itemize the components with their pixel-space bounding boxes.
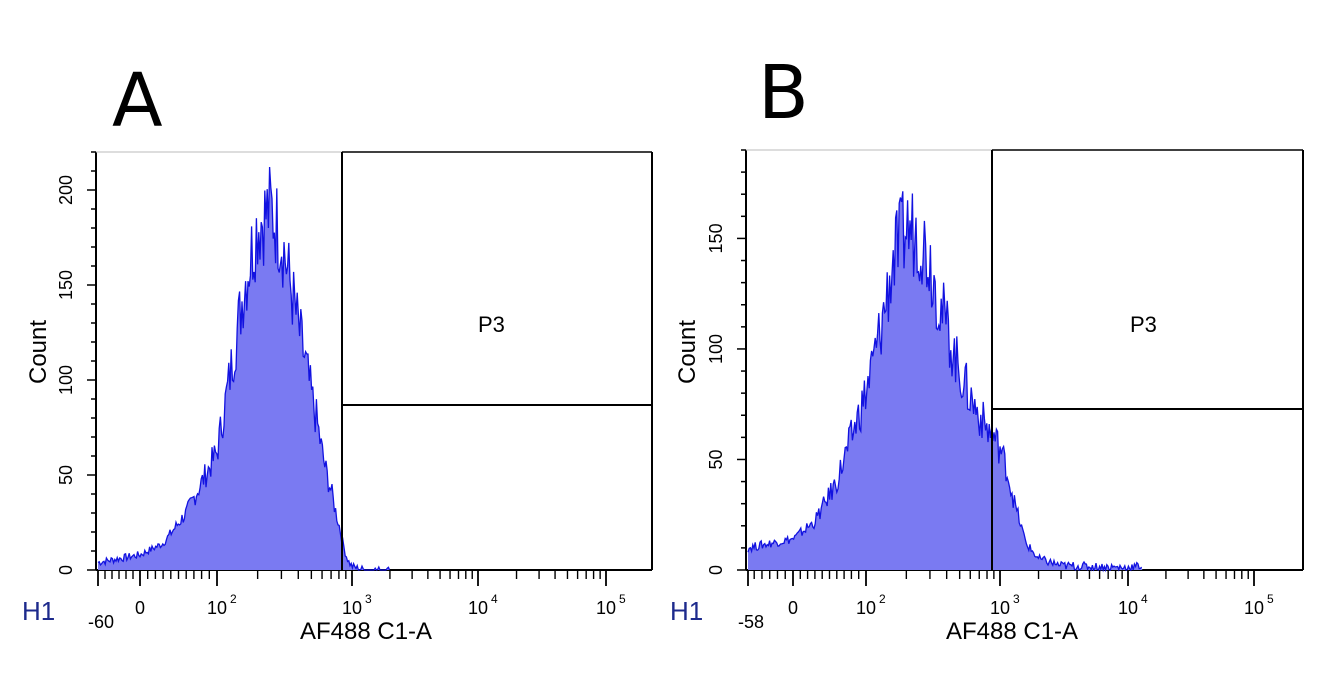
histogram-label-b: H1 (670, 596, 703, 626)
panel-letter-a: A (112, 58, 163, 144)
panel-letter-b: B (758, 50, 809, 136)
x-tick-label: 10 (342, 598, 362, 618)
x-tick-exponent: 3 (365, 592, 372, 606)
histogram-label-a: H1 (22, 596, 55, 626)
x-tick-label: 0 (788, 598, 798, 618)
x-tick-label: 0 (135, 598, 145, 618)
x-tick-label: 10 (856, 598, 876, 618)
x-tick-label: -60 (88, 612, 114, 632)
x-tick-exponent: 4 (1141, 592, 1148, 606)
y-tick-label: 0 (56, 565, 76, 575)
x-tick-label: 10 (596, 598, 616, 618)
histogram-area (748, 191, 1143, 571)
x-axis-title-b: AF488 C1-A (946, 618, 1078, 645)
y-axis-title-a: Count (25, 320, 52, 384)
y-tick-label: 50 (706, 449, 726, 469)
x-tick-exponent: 2 (879, 592, 886, 606)
x-tick-exponent: 5 (1267, 592, 1274, 606)
y-tick-label: 0 (706, 565, 726, 575)
y-tick-label: 100 (56, 365, 76, 395)
gate-label-a: P3 (478, 312, 505, 337)
histogram-area (98, 167, 390, 570)
histogram-outline (747, 191, 1143, 573)
y-axis-title-b: Count (674, 320, 701, 384)
x-tick-label: 10 (990, 598, 1010, 618)
x-tick-label: 10 (1244, 598, 1264, 618)
x-tick-label: 10 (207, 598, 227, 618)
gate-label-b: P3 (1130, 312, 1157, 337)
y-tick-label: 50 (56, 465, 76, 485)
x-tick-label: 10 (468, 598, 488, 618)
x-tick-exponent: 2 (230, 592, 237, 606)
y-tick-label: 150 (706, 223, 726, 253)
x-tick-exponent: 5 (619, 592, 626, 606)
y-tick-label: 150 (56, 270, 76, 300)
x-tick-exponent: 4 (491, 592, 498, 606)
x-axis-title-a: AF488 C1-A (300, 618, 432, 645)
y-tick-label: 200 (56, 175, 76, 205)
y-tick-label: 100 (706, 334, 726, 364)
x-tick-exponent: 3 (1013, 592, 1020, 606)
x-tick-label: 10 (1118, 598, 1138, 618)
x-tick-label: -58 (738, 612, 764, 632)
